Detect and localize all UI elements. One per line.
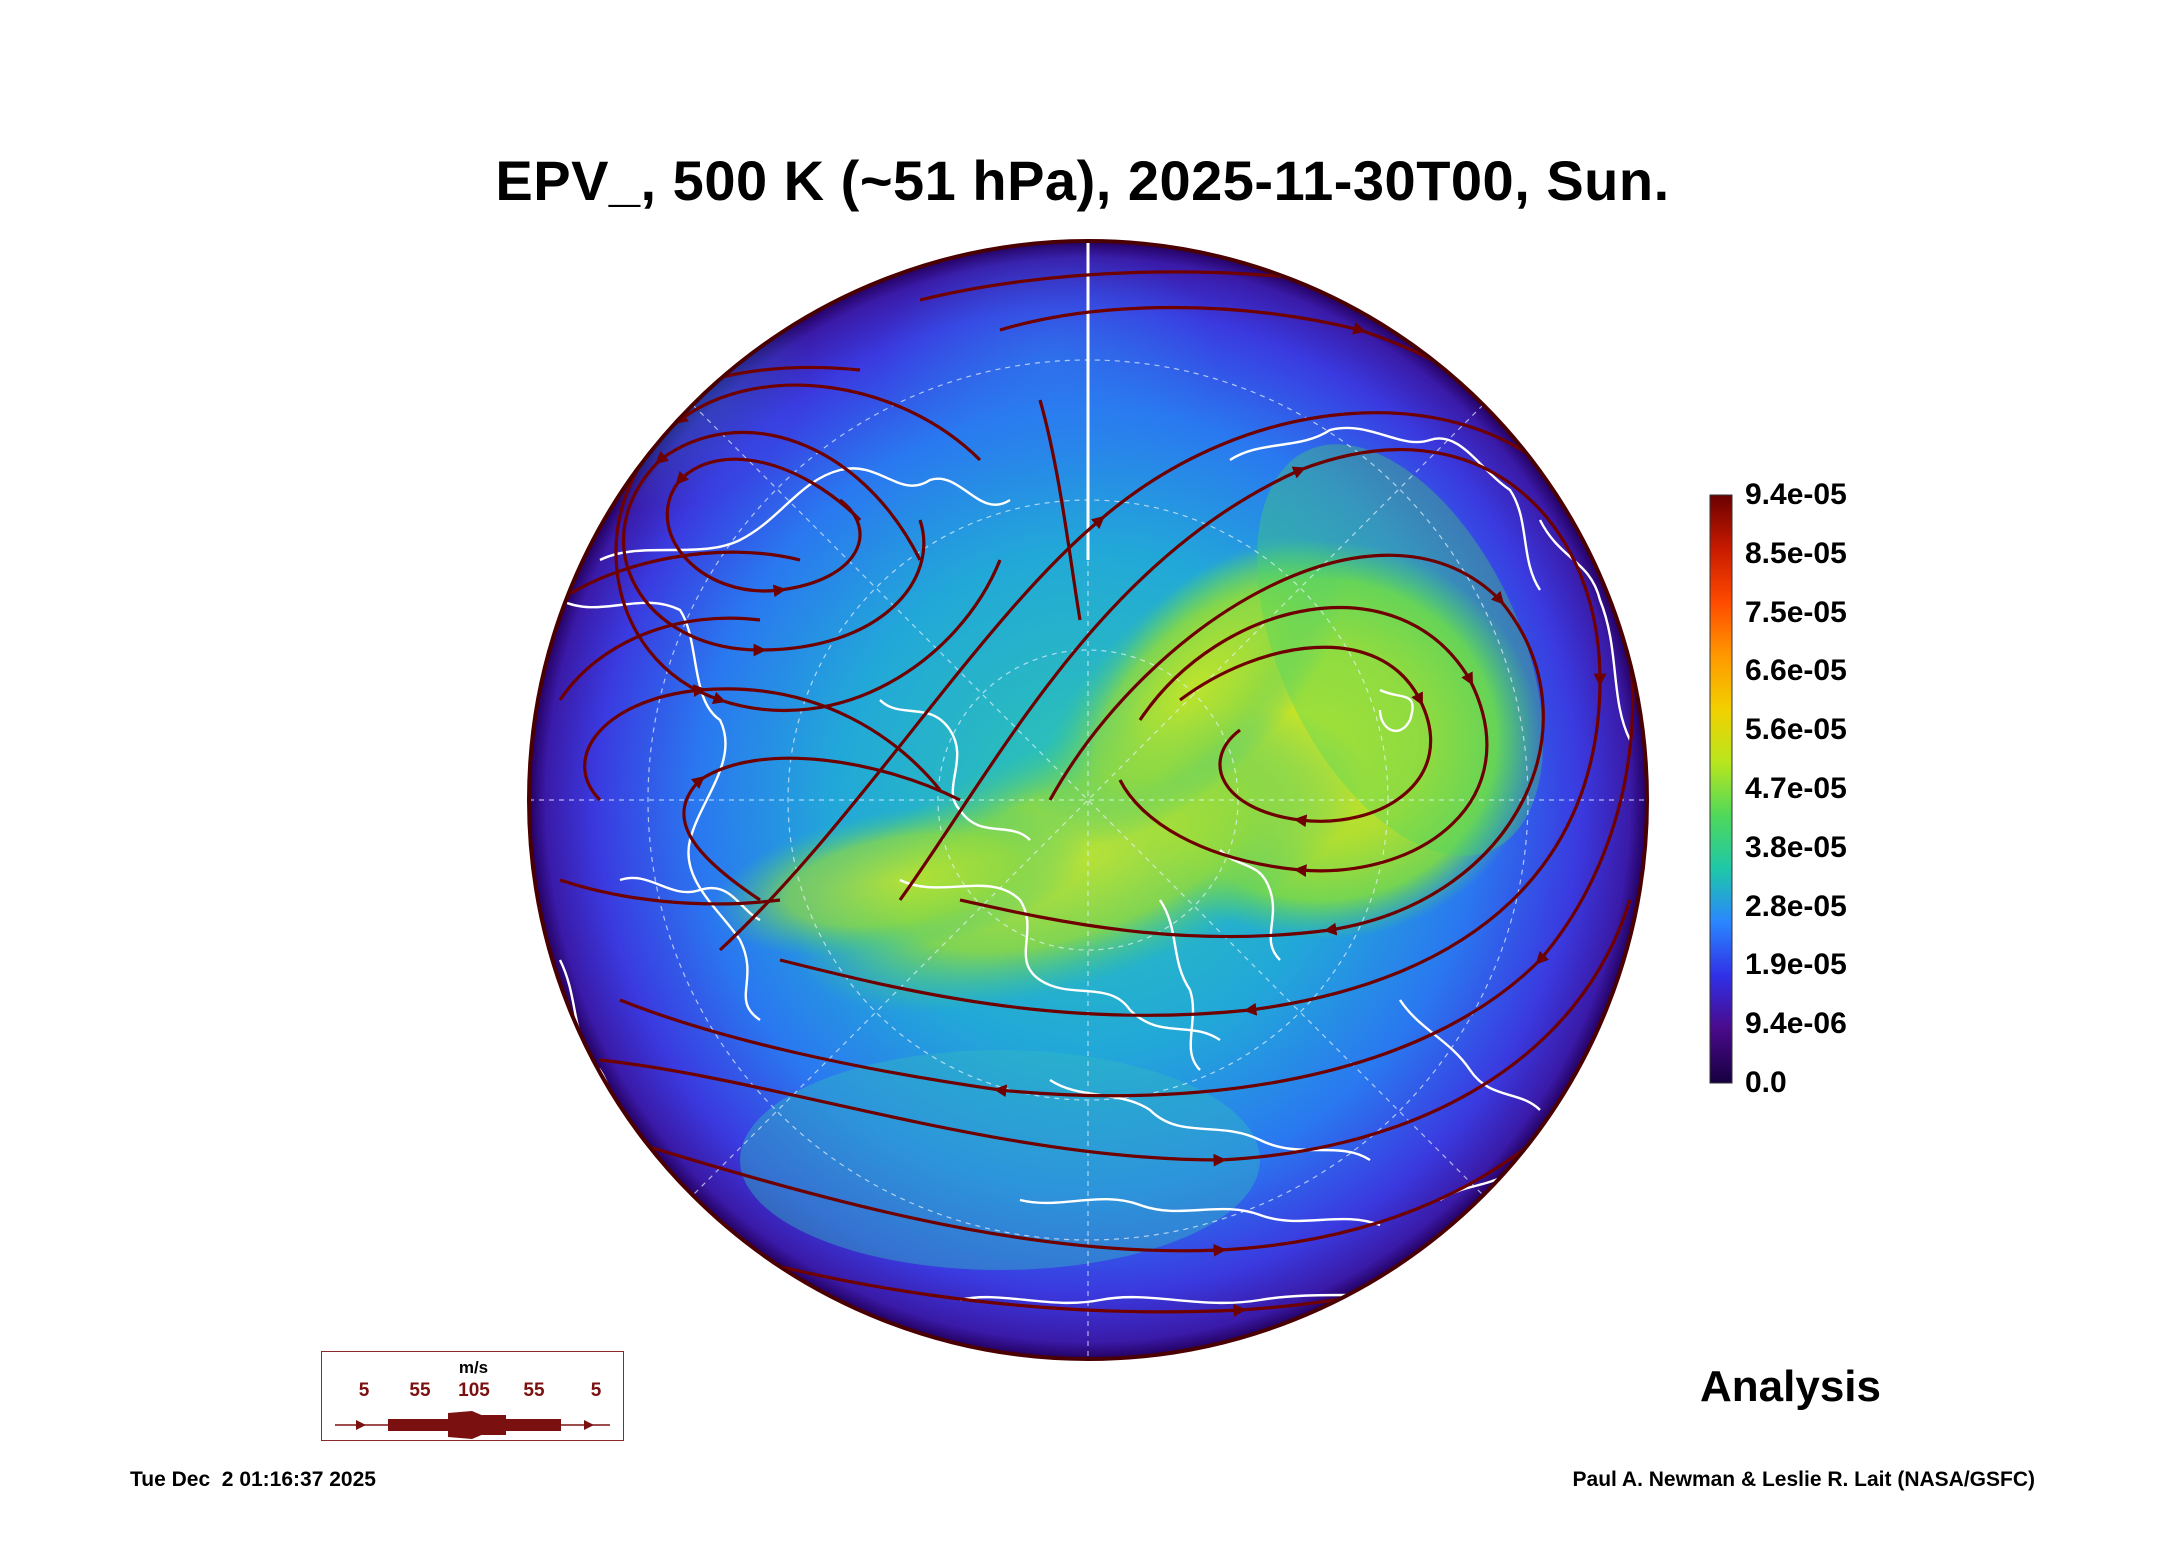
- page-title: EPV_, 500 K (~51 hPa), 2025-11-30T00, Su…: [495, 149, 1670, 212]
- wind-speed-legend: m/s 5 55 105 55 5: [321, 1351, 624, 1441]
- wind-legend-unit: m/s: [458, 1358, 489, 1377]
- wind-legend-value: 105: [458, 1380, 490, 1401]
- credit-line: Paul A. Newman & Leslie R. Lait (NASA/GS…: [1572, 1468, 2035, 1491]
- timestamp: Tue Dec 2 01:16:37 2025: [130, 1468, 376, 1491]
- colorbar-tick-label: 1.9e-05: [1745, 948, 1847, 982]
- colorbar-tick-label: 3.8e-05: [1745, 830, 1847, 864]
- analysis-label: Analysis: [1700, 1362, 1881, 1411]
- wind-legend-value: 55: [523, 1380, 545, 1401]
- colorbar-tick-label: 8.5e-05: [1745, 536, 1847, 570]
- colorbar: [1709, 494, 1733, 1084]
- wind-legend-value: 5: [358, 1380, 370, 1401]
- wind-legend-value: 55: [409, 1380, 431, 1401]
- globe-outline: [527, 239, 1649, 1361]
- colorbar-tick-label: 2.8e-05: [1745, 889, 1847, 923]
- colorbar-tick-label: 5.6e-05: [1745, 713, 1847, 747]
- colorbar-tick-label: 4.7e-05: [1745, 772, 1847, 805]
- colorbar-tick-label: 9.4e-05: [1745, 478, 1847, 511]
- colorbar-tick-label: 6.6e-05: [1745, 654, 1847, 688]
- wind-legend-glyph: [335, 1411, 610, 1439]
- colorbar-ramp: [1709, 494, 1733, 1084]
- colorbar-tick-label: 9.4e-06: [1745, 1007, 1847, 1041]
- colorbar-tick-label: 0.0: [1745, 1066, 1787, 1099]
- wind-legend-value: 5: [590, 1380, 602, 1401]
- colorbar-tick-label: 7.5e-05: [1745, 595, 1847, 629]
